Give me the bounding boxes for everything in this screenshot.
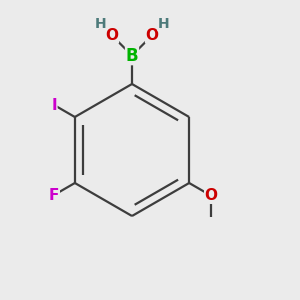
Text: H: H: [158, 17, 169, 31]
Text: F: F: [49, 188, 59, 202]
Text: B: B: [126, 46, 138, 64]
Text: O: O: [105, 28, 118, 43]
Text: O: O: [205, 188, 218, 203]
Text: I: I: [51, 98, 57, 112]
Text: H: H: [94, 17, 106, 31]
Text: O: O: [146, 28, 159, 43]
